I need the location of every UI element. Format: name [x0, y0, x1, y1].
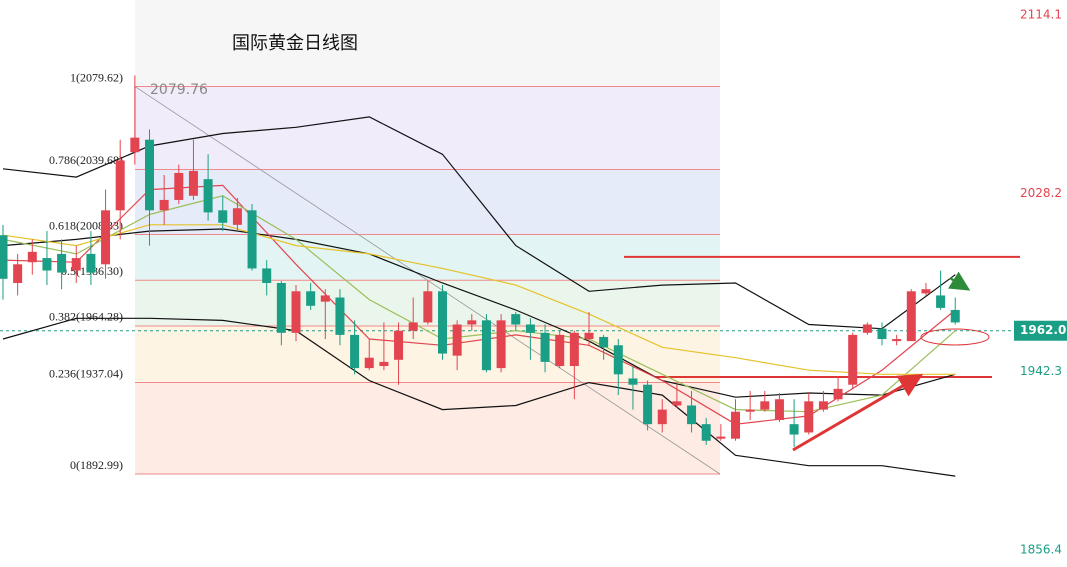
fib-diagonal: [134, 86, 721, 475]
last-price-label: 1962.0: [1020, 323, 1066, 337]
y-tick-label: 1856.4: [1020, 542, 1062, 556]
candle-body: [540, 332, 550, 362]
candle-body: [657, 409, 667, 425]
candle-body: [203, 179, 213, 213]
fib-band: [135, 325, 720, 383]
candle-body: [569, 332, 579, 367]
candle-body: [350, 334, 360, 369]
candle-body: [584, 332, 594, 340]
candle-body: [379, 361, 389, 367]
candle-body: [467, 320, 477, 325]
candle-body: [511, 314, 521, 325]
fib-label: 0(1892.99): [70, 458, 123, 472]
candle-body: [306, 291, 316, 306]
candle-body: [628, 378, 638, 385]
candle-body: [862, 324, 872, 333]
candle-body: [701, 424, 711, 441]
indicator-line: [2, 195, 956, 413]
candle-body: [188, 170, 198, 196]
candle-body: [276, 282, 286, 333]
candle-body: [408, 322, 418, 331]
fib-label: 0.236(1937.04): [49, 366, 123, 380]
trend-arrow: [792, 373, 924, 452]
candle-body: [232, 208, 242, 225]
candle-body: [71, 258, 81, 271]
background: 1(2079.62) 0.786(2039.68) 0.618(2008.33) 0.…: [0, 0, 1012, 475]
candle-body: [906, 291, 916, 342]
indicator-line: [2, 228, 956, 398]
y-tick-label: 1942.3: [1020, 364, 1062, 378]
candle-body: [438, 291, 447, 354]
candle-body: [101, 210, 111, 265]
chart-title: 国际黄金日线图: [232, 33, 358, 54]
indicator-line: [2, 116, 956, 330]
candle-body: [218, 210, 228, 223]
candle-body: [760, 401, 770, 410]
candle-body: [335, 297, 345, 335]
plot: 2114.1 2028.2 1942.3 1856.4 1962.0: [0, 7, 1067, 556]
down-arrow: [947, 271, 971, 291]
candle-body: [115, 160, 125, 211]
candle-body: [174, 172, 184, 200]
candle-body: [848, 334, 858, 385]
candle-body: [804, 401, 814, 433]
fib-band: [135, 234, 720, 281]
fib-band: [135, 382, 720, 475]
candle-body: [86, 253, 96, 273]
last-price-box: [1014, 320, 1067, 341]
candle-body: [774, 399, 784, 421]
candle-body: [877, 328, 887, 340]
fib-label: 0.382(1964.28): [49, 310, 123, 324]
candle-body: [833, 388, 843, 400]
candle-body: [291, 291, 301, 333]
candle-body: [731, 411, 740, 439]
candle-body: [555, 334, 565, 367]
candle-body: [613, 345, 623, 375]
candle-body: [0, 235, 8, 279]
indicator-line: [2, 317, 956, 477]
candle-body: [145, 139, 154, 211]
candle-body: [42, 258, 52, 271]
indicator-line: [2, 184, 956, 425]
fib-label: 0.786(2039.68): [49, 153, 123, 167]
candle-body: [247, 210, 257, 269]
fib-label: 0.618(2008.33): [49, 218, 123, 232]
candle-body: [687, 405, 697, 425]
candle-body: [27, 251, 37, 263]
candle-body: [818, 401, 828, 410]
indicator-line: [2, 224, 956, 375]
fib-label: 1(2079.62): [70, 70, 123, 84]
candle-body: [130, 137, 140, 153]
candle-body: [950, 309, 960, 323]
candle-body: [262, 268, 272, 283]
candle-body: [320, 295, 330, 302]
y-tick-label: 2028.2: [1020, 186, 1062, 200]
peak-label: 2079.76: [150, 82, 208, 98]
candle-body: [496, 320, 506, 369]
candle-body: [672, 401, 682, 406]
candle-body: [423, 291, 433, 323]
candle-body: [599, 336, 609, 348]
candle-body: [789, 424, 799, 435]
candle-body: [525, 324, 535, 333]
candle-body: [921, 289, 931, 294]
candle-body: [159, 199, 169, 211]
fib-top-zone: [135, 0, 720, 87]
candle-body: [643, 384, 653, 425]
candle-body: [481, 320, 491, 371]
y-tick-label: 2114.1: [1020, 7, 1062, 21]
candle-body: [452, 324, 462, 356]
fib-band: [135, 86, 720, 170]
candle-body: [394, 330, 404, 360]
candle-body: [892, 339, 902, 342]
candle-body: [716, 436, 726, 439]
highlight-ellipse: [920, 328, 990, 346]
candle-body: [745, 409, 755, 412]
candle-body: [364, 357, 374, 369]
candle-body: [936, 295, 946, 308]
candle-body: [13, 264, 23, 283]
candle-body: [57, 253, 67, 273]
